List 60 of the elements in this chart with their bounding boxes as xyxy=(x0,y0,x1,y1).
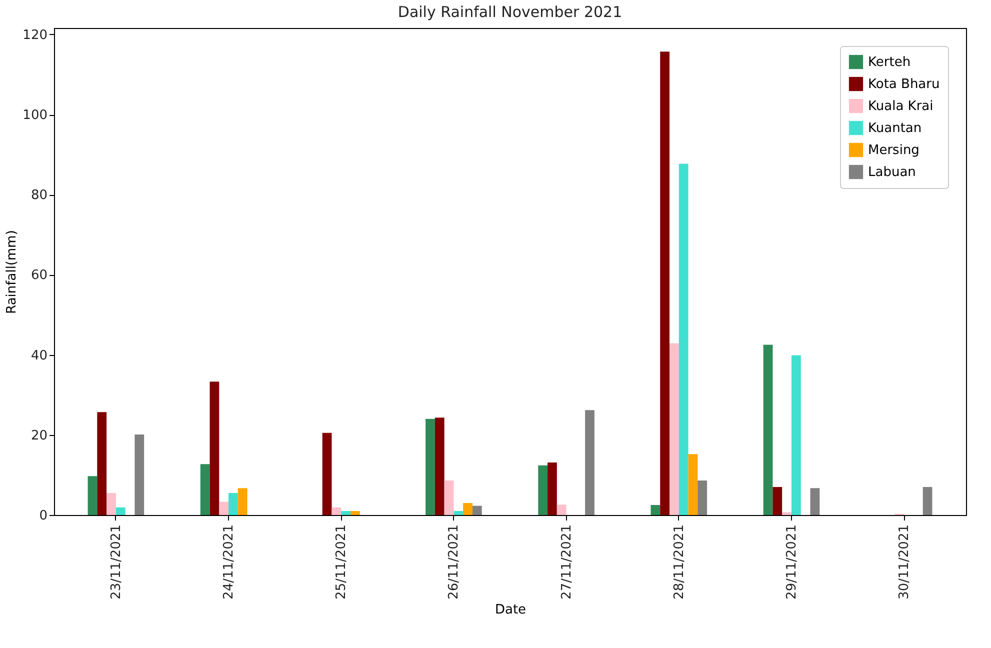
bar xyxy=(463,502,472,515)
y-tick-label: 60 xyxy=(30,268,48,284)
bar xyxy=(426,418,435,515)
y-tick-label: 100 xyxy=(22,108,48,124)
y-tick-label: 120 xyxy=(22,28,48,43)
bar xyxy=(810,488,820,515)
x-tick-label: 27/11/2021 xyxy=(559,524,574,600)
bar xyxy=(772,486,782,515)
bar xyxy=(200,464,210,515)
y-axis-title: Rainfall(mm) xyxy=(4,230,20,314)
legend-label: Mersing xyxy=(868,143,920,158)
bar xyxy=(219,502,229,515)
x-tick-label: 28/11/2021 xyxy=(672,524,687,600)
bar xyxy=(538,465,548,515)
x-tick-label: 23/11/2021 xyxy=(108,524,124,600)
bar xyxy=(782,512,792,515)
x-tick-label: 29/11/2021 xyxy=(784,524,800,600)
x-tick-label: 30/11/2021 xyxy=(897,524,912,600)
bar xyxy=(88,476,98,515)
bar xyxy=(650,504,660,515)
bar xyxy=(698,480,708,515)
bar xyxy=(322,432,332,515)
legend-label: Kuantan xyxy=(868,121,922,136)
bar xyxy=(548,462,557,515)
bar xyxy=(434,418,444,515)
legend-label: Labuan xyxy=(868,165,916,180)
bar xyxy=(116,507,126,515)
bar xyxy=(238,488,248,515)
bar xyxy=(454,510,464,515)
bar xyxy=(763,344,773,515)
y-tick-label: 40 xyxy=(30,348,48,364)
bar xyxy=(660,52,670,515)
bar xyxy=(134,434,144,515)
bar xyxy=(556,504,566,515)
x-axis-title: Date xyxy=(494,602,526,618)
bar xyxy=(670,343,679,515)
bar xyxy=(791,355,801,515)
bar xyxy=(341,510,350,515)
bar xyxy=(97,412,107,515)
bar xyxy=(444,480,454,515)
legend-label: Kerteh xyxy=(868,55,911,70)
bar xyxy=(228,492,238,515)
bar xyxy=(688,454,698,515)
bar xyxy=(585,410,594,515)
bar xyxy=(332,507,342,515)
x-tick-label: 24/11/2021 xyxy=(222,524,237,600)
x-tick-label: 26/11/2021 xyxy=(446,524,462,600)
bar xyxy=(678,164,688,515)
bar xyxy=(106,492,116,515)
bar xyxy=(922,486,932,515)
y-tick-label: 0 xyxy=(39,508,48,524)
y-tick-label: 80 xyxy=(30,188,48,204)
legend-label: Kuala Krai xyxy=(868,99,934,114)
legend-label: Kota Bharu xyxy=(868,77,940,92)
chart-title: Daily Rainfall November 2021 xyxy=(398,3,622,21)
bar xyxy=(210,382,220,515)
y-tick-label: 20 xyxy=(30,428,48,444)
x-tick-label: 25/11/2021 xyxy=(334,524,350,600)
bar xyxy=(472,506,482,515)
bar xyxy=(350,510,360,515)
